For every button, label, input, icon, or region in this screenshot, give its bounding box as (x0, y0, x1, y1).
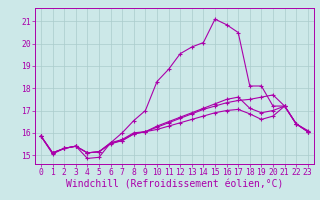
X-axis label: Windchill (Refroidissement éolien,°C): Windchill (Refroidissement éolien,°C) (66, 180, 283, 190)
